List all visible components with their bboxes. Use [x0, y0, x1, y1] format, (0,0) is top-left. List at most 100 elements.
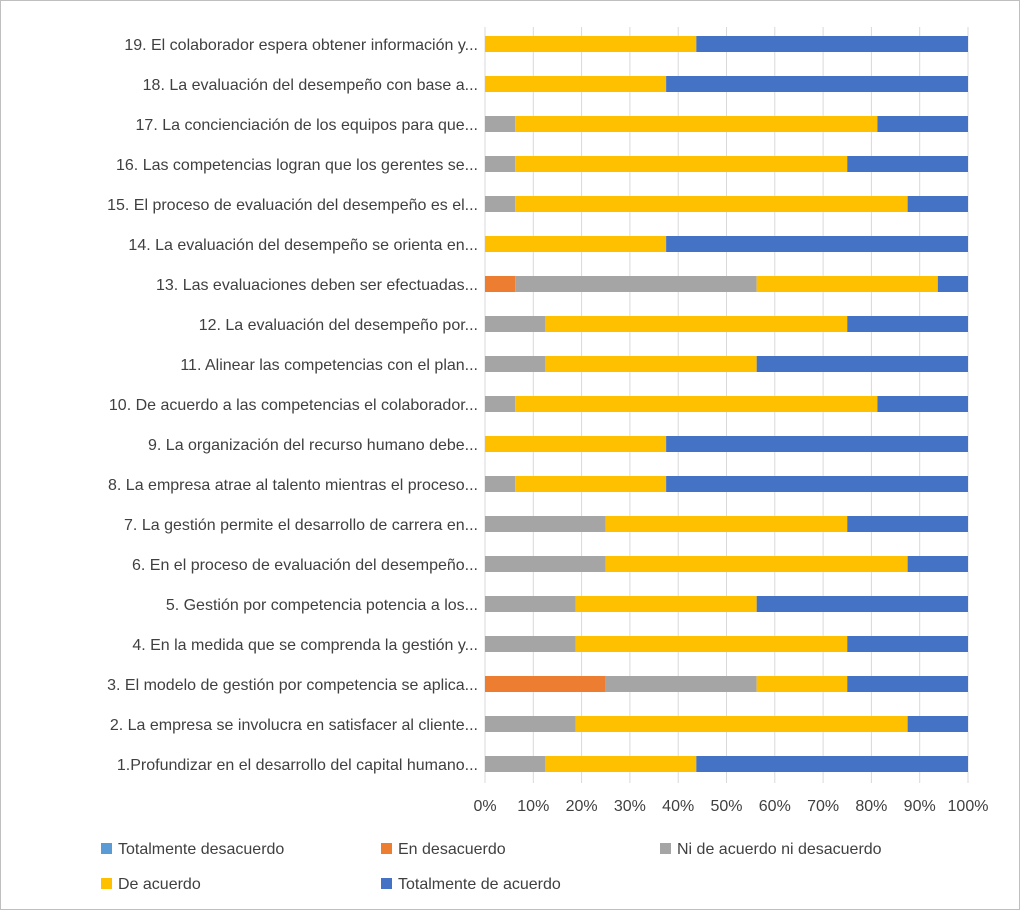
bar-segment	[515, 156, 848, 172]
category-label: 13. Las evaluaciones deben ser efectuada…	[156, 277, 478, 294]
bar-segment	[485, 596, 576, 612]
bar-segment	[877, 116, 968, 132]
category-label: 4. En la medida que se comprenda la gest…	[132, 637, 478, 654]
bar-segment	[666, 436, 968, 452]
bar-segment	[515, 276, 757, 292]
x-tick-label: 30%	[614, 798, 646, 815]
category-label: 3. El modelo de gestión por competencia …	[107, 677, 478, 694]
x-tick-label: 80%	[855, 798, 887, 815]
bar-segment	[847, 676, 968, 692]
bar-segment	[696, 756, 968, 772]
bar-segment	[756, 596, 968, 612]
bar-segment	[485, 76, 667, 92]
bar-segment	[756, 276, 938, 292]
bar-segment	[485, 356, 546, 372]
category-label: 11. Alinear las competencias con el plan…	[180, 357, 478, 374]
x-tick-label: 40%	[662, 798, 694, 815]
bar-segment	[575, 716, 908, 732]
bar-segment	[545, 316, 848, 332]
x-tick-label: 70%	[807, 798, 839, 815]
bar-segment	[485, 316, 546, 332]
legend-item: De acuerdo	[101, 876, 201, 893]
bar-segment	[666, 476, 968, 492]
bar-segment	[485, 716, 576, 732]
bar-segment	[515, 396, 878, 412]
legend-item: Totalmente de acuerdo	[381, 876, 561, 893]
bar-segment	[907, 196, 968, 212]
bar-segment	[485, 196, 516, 212]
bar-segment	[907, 556, 968, 572]
legend-item: Ni de acuerdo ni desacuerdo	[660, 841, 882, 858]
legend-swatch	[101, 878, 112, 889]
bar-segment	[907, 716, 968, 732]
category-label: 14. La evaluación del desempeño se orien…	[128, 237, 478, 254]
category-label: 6. En el proceso de evaluación del desem…	[132, 557, 478, 574]
x-tick-label: 10%	[517, 798, 549, 815]
bar-segment	[937, 276, 968, 292]
bar-segment	[545, 756, 697, 772]
x-tick-label: 60%	[759, 798, 791, 815]
bar-segment	[756, 676, 848, 692]
bar-segment	[485, 636, 576, 652]
legend-label: De acuerdo	[118, 876, 201, 893]
bar-segment	[485, 116, 516, 132]
legend-swatch	[660, 843, 671, 854]
bar-segment	[545, 356, 757, 372]
category-label: 8. La empresa atrae al talento mientras …	[108, 477, 478, 494]
bar-segment	[696, 36, 968, 52]
category-label: 16. Las competencias logran que los gere…	[116, 157, 478, 174]
bar-segment	[515, 116, 878, 132]
legend-item: Totalmente desacuerdo	[101, 841, 284, 858]
category-label: 5. Gestión por competencia potencia a lo…	[166, 597, 478, 614]
bar-segment	[485, 516, 606, 532]
bar-segment	[485, 36, 697, 52]
bar-segment	[515, 196, 908, 212]
category-label: 1.Profundizar en el desarrollo del capit…	[117, 757, 478, 774]
legend-label: En desacuerdo	[398, 841, 506, 858]
x-tick-label: 100%	[948, 798, 989, 815]
category-label: 7. La gestión permite el desarrollo de c…	[124, 517, 478, 534]
category-label: 10. De acuerdo a las competencias el col…	[109, 397, 478, 414]
bar-segment	[605, 516, 848, 532]
category-label: 2. La empresa se involucra en satisfacer…	[110, 717, 478, 734]
category-label: 18. La evaluación del desempeño con base…	[143, 77, 478, 94]
bar-segment	[485, 276, 516, 292]
bar-segment	[666, 76, 968, 92]
category-label: 9. La organización del recurso humano de…	[148, 437, 478, 454]
bar-segment	[485, 756, 546, 772]
bar-segment	[485, 236, 667, 252]
bar-segment	[847, 156, 968, 172]
bar-segment	[515, 476, 667, 492]
category-label: 17. La concienciación de los equipos par…	[136, 117, 478, 134]
bar-segment	[847, 316, 968, 332]
bar-segment	[666, 236, 968, 252]
legend-label: Ni de acuerdo ni desacuerdo	[677, 841, 882, 858]
x-tick-label: 90%	[904, 798, 936, 815]
legend-label: Totalmente de acuerdo	[398, 876, 561, 893]
bar-segment	[485, 436, 667, 452]
category-label: 12. La evaluación del desempeño por...	[199, 317, 478, 334]
bar-segment	[485, 396, 516, 412]
bar-segment	[485, 676, 606, 692]
bar-segment	[605, 676, 757, 692]
bar-segment	[485, 156, 516, 172]
bar-segment	[485, 556, 606, 572]
category-label: 15. El proceso de evaluación del desempe…	[107, 197, 478, 214]
bar-segment	[756, 356, 968, 372]
legend-swatch	[101, 843, 112, 854]
bar-segment	[847, 636, 968, 652]
bar-segment	[605, 556, 908, 572]
bar-segment	[575, 596, 757, 612]
x-tick-label: 0%	[473, 798, 496, 815]
legend-swatch	[381, 843, 392, 854]
bar-segment	[575, 636, 848, 652]
legend-item: En desacuerdo	[381, 841, 506, 858]
legend-label: Totalmente desacuerdo	[118, 841, 284, 858]
bar-segment	[485, 476, 516, 492]
x-tick-label: 50%	[710, 798, 742, 815]
x-tick-label: 20%	[566, 798, 598, 815]
category-label: 19. El colaborador espera obtener inform…	[124, 37, 478, 54]
bar-segment	[847, 516, 968, 532]
